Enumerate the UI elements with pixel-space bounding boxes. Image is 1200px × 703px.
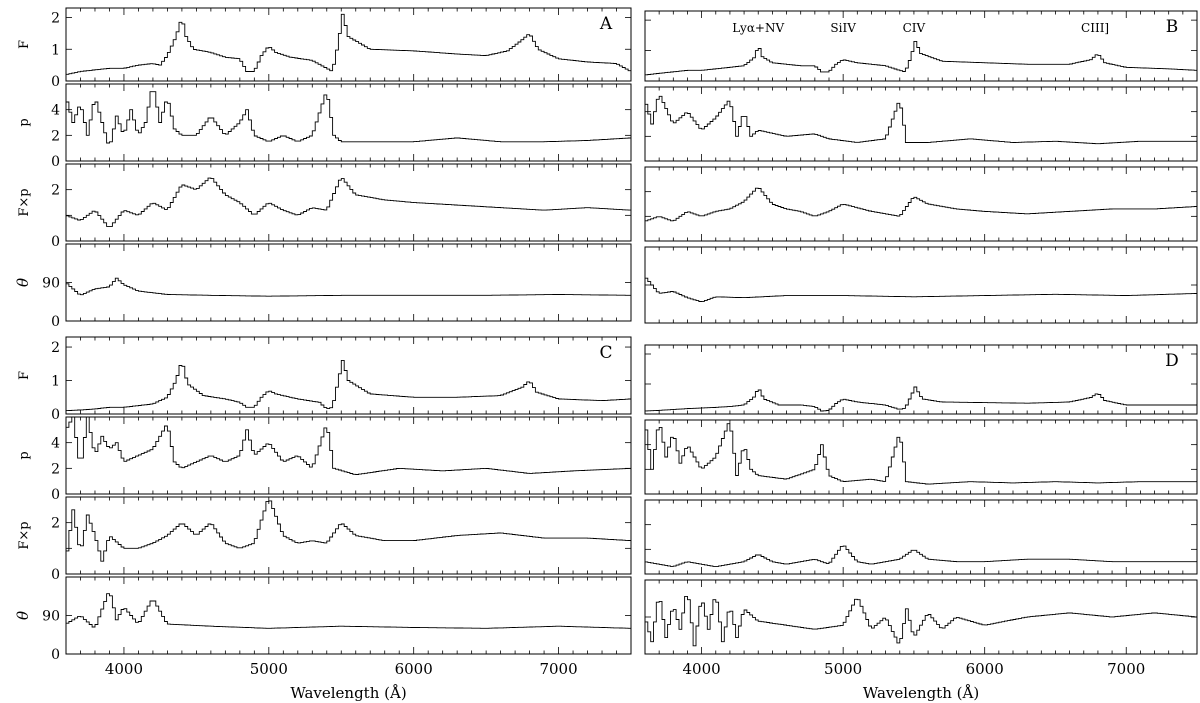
- panel-d-2: [644, 419, 1198, 495]
- panel-c-4: 0 90 θ: [14, 576, 632, 663]
- chart-quadrant-a: 0 1 2 F 0 2 4 p 0 2 F×p 0 90 θ A: [14, 7, 632, 330]
- panel-a-2: 0 2 4 p: [17, 83, 632, 170]
- panel-a-1: 0 1 2 F: [17, 7, 632, 90]
- y-tick-label: 4: [51, 436, 60, 452]
- panel-b-1: [644, 10, 1198, 82]
- panel-d-4: [644, 579, 1198, 655]
- y-tick-label: 2: [51, 11, 60, 27]
- panel-c-3: 0 2 F×p: [17, 496, 632, 583]
- y-tick-label: 2: [51, 516, 60, 532]
- y-axis-label: p: [17, 118, 32, 126]
- y-axis-label: F: [17, 40, 32, 49]
- panel-frame: [644, 344, 1198, 415]
- panel-frame: [65, 163, 632, 242]
- panel-b-3: [644, 166, 1198, 242]
- y-tick-label: 0: [51, 487, 60, 503]
- panel-frame: [65, 7, 632, 82]
- panel-b-4: [644, 246, 1198, 324]
- y-tick-label: 0: [51, 407, 60, 423]
- panel-c-2: 0 2 4 p: [17, 416, 632, 503]
- panel-frame: [644, 246, 1198, 324]
- y-axis-label: θ: [14, 611, 32, 620]
- x-axis-label: Wavelength (Å): [290, 684, 406, 702]
- x-tick-label: 7000: [1107, 660, 1145, 678]
- y-axis-label: F: [17, 371, 32, 380]
- line-annotation-ly-nv: Lyα+NV: [732, 21, 784, 35]
- y-tick-label: 90: [42, 609, 60, 625]
- panel-d-3: [644, 499, 1198, 575]
- panel-frame: [65, 336, 632, 415]
- panel-frame: [65, 496, 632, 575]
- chart-quadrant-c: 0 1 2 F 0 2 4 p 0 2 F×p 0 90 θ C 4000 5000 6000 7000 Wavele…: [14, 336, 632, 702]
- x-tick-label: 6000: [966, 660, 1004, 678]
- panel-frame: [65, 576, 632, 655]
- line-annotation-civ: CIV: [903, 21, 926, 35]
- x-tick-label: 6000: [395, 660, 433, 678]
- series-line: [66, 91, 631, 144]
- panel-letter: C: [599, 343, 612, 363]
- panel-frame: [644, 86, 1198, 162]
- panel-letter: B: [1166, 17, 1179, 37]
- chart-quadrant-d: D 4000 5000 6000 7000 Wavelength (Å): [644, 344, 1198, 702]
- x-tick-label: 7000: [539, 660, 577, 678]
- y-tick-label: 90: [42, 276, 60, 292]
- y-axis-label: F×p: [17, 188, 32, 216]
- y-tick-label: 2: [51, 461, 60, 477]
- panel-frame: [65, 83, 632, 162]
- y-tick-label: 0: [51, 74, 60, 90]
- series-line: [645, 277, 1197, 302]
- y-axis-label: p: [17, 451, 32, 459]
- chart-quadrant-b: B Lyα+NV SiIV CIV CIII]: [644, 10, 1198, 324]
- series-line: [66, 500, 631, 562]
- y-tick-label: 1: [51, 42, 60, 58]
- y-axis-label: θ: [14, 278, 32, 287]
- panel-c-1: 0 1 2 F: [17, 336, 632, 423]
- panel-letter: A: [599, 14, 613, 34]
- y-tick-label: 2: [51, 183, 60, 199]
- y-tick-label: 2: [51, 128, 60, 144]
- x-tick-label: 4000: [105, 660, 143, 678]
- x-tick-label: 5000: [250, 660, 288, 678]
- panel-b-2: [644, 86, 1198, 162]
- x-tick-label: 4000: [683, 660, 721, 678]
- line-annotation-ciii: CIII]: [1081, 21, 1109, 35]
- y-tick-label: 0: [51, 647, 60, 663]
- y-axis-label: F×p: [17, 521, 32, 549]
- y-tick-label: 1: [51, 374, 60, 390]
- panel-a-4: 0 90 θ: [14, 243, 632, 330]
- series-line: [645, 423, 1197, 485]
- panel-frame: [65, 243, 632, 322]
- x-axis-label: Wavelength (Å): [863, 684, 979, 702]
- panel-frame: [644, 10, 1198, 82]
- series-line: [66, 177, 631, 227]
- y-tick-label: 0: [51, 234, 60, 250]
- series-line: [645, 187, 1197, 222]
- series-line: [66, 593, 631, 629]
- y-tick-label: 0: [51, 154, 60, 170]
- series-line: [645, 386, 1197, 412]
- y-tick-label: 0: [51, 314, 60, 330]
- series-line: [645, 95, 1197, 145]
- series-line: [645, 595, 1197, 647]
- panel-frame: [644, 166, 1198, 242]
- y-tick-label: 0: [51, 567, 60, 583]
- line-annotation-siiv: SiIV: [830, 21, 856, 35]
- series-line: [645, 545, 1197, 567]
- series-line: [645, 40, 1197, 76]
- panel-letter: D: [1165, 351, 1179, 371]
- series-line: [66, 416, 631, 475]
- panel-a-3: 0 2 F×p: [17, 163, 632, 250]
- y-tick-label: 4: [51, 103, 60, 119]
- panel-d-1: [644, 344, 1198, 415]
- y-tick-label: 2: [51, 340, 60, 356]
- series-line: [66, 359, 631, 412]
- panel-frame: [65, 416, 632, 495]
- panel-frame: [644, 419, 1198, 495]
- x-tick-label: 5000: [824, 660, 862, 678]
- panel-frame: [644, 499, 1198, 575]
- series-line: [66, 13, 631, 75]
- series-line: [66, 277, 631, 297]
